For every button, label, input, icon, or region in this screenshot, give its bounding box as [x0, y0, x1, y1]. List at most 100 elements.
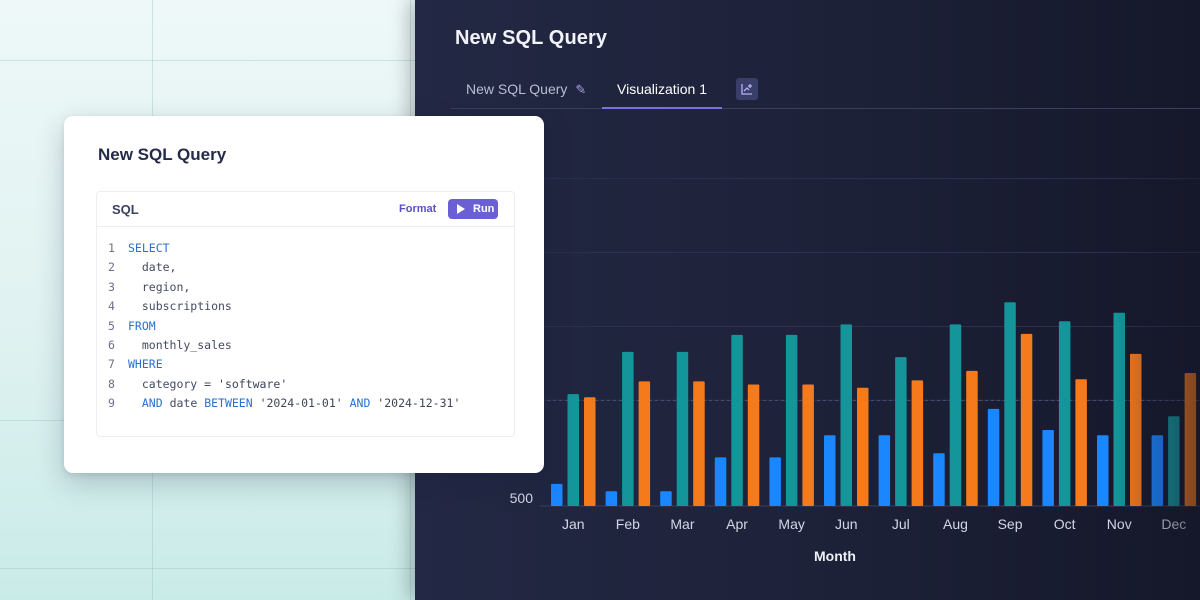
x-tick-label: Jul	[892, 516, 910, 532]
chart-fade-overlay	[1115, 100, 1200, 540]
bar-may-series-3	[802, 384, 814, 506]
y-tick-label: 500	[510, 490, 534, 506]
visualization-panel: JanFebMarAprMayJunJulAugSepOctNovDec500M…	[415, 0, 1200, 600]
bar-may-series-2	[785, 334, 798, 506]
sql-keyword: FROM	[128, 318, 156, 333]
bar-jan-series-2	[567, 394, 579, 506]
line-number: 1	[108, 241, 115, 255]
x-tick-label: Jan	[562, 516, 585, 532]
tab-bar: New SQL Query ✎ Visualization 1	[451, 74, 1200, 109]
bar-jun-series-1	[824, 435, 836, 506]
sql-string: '2024-01-01'	[252, 396, 350, 411]
sql-identifier: subscriptions	[128, 299, 232, 314]
tab-visualization-1[interactable]: Visualization 1	[602, 74, 723, 109]
x-tick-label: Sep	[998, 516, 1023, 532]
pencil-icon[interactable]: ✎	[575, 82, 587, 97]
line-number: 3	[108, 279, 115, 294]
code-text: subscriptions	[128, 297, 232, 316]
bar-may-series-1	[769, 457, 781, 506]
code-line: 4 subscriptions	[97, 297, 514, 316]
code-text: FROM	[128, 317, 156, 336]
sql-keyword: WHERE	[128, 357, 163, 372]
sql-identifier: date,	[128, 260, 177, 275]
sql-editor[interactable]: SQL Format Run 1 SELECT 2 date, 3 region, 4 …	[96, 191, 515, 437]
x-tick-label: Feb	[616, 516, 640, 532]
bar-feb-series-3	[638, 381, 651, 506]
editor-card-title: New SQL Query	[98, 145, 227, 164]
bar-sep-series-1	[987, 408, 1000, 506]
code-text: region,	[128, 278, 190, 297]
sql-identifier: date	[162, 396, 205, 411]
sql-keyword: BETWEEN	[204, 396, 253, 411]
bar-aug-series-2	[949, 324, 962, 506]
bar-feb-series-2	[622, 351, 634, 506]
sql-identifier: region,	[128, 279, 191, 294]
bar-jul-series-3	[911, 380, 924, 506]
code-line: 3 region,	[97, 278, 514, 297]
bar-jun-series-3	[857, 387, 869, 506]
code-line: 2 date,	[97, 258, 514, 277]
code-line: 9 AND date BETWEEN '2024-01-01' AND '202…	[97, 394, 514, 413]
code-line: 7 WHERE	[97, 355, 514, 374]
bar-jan-series-1	[551, 483, 563, 506]
bar-jul-series-2	[895, 357, 907, 506]
code-line: 1 SELECT	[97, 239, 514, 258]
code-area[interactable]: 1 SELECT 2 date, 3 region, 4 subscriptions 5 F…	[97, 239, 514, 414]
code-text: WHERE	[128, 355, 163, 374]
add-visualization-icon[interactable]	[736, 78, 758, 100]
bar-oct-series-1	[1042, 429, 1054, 506]
line-number: 9	[108, 396, 115, 411]
x-tick-label: Apr	[726, 516, 748, 532]
code-text: AND date BETWEEN '2024-01-01' AND '2024-…	[128, 394, 461, 413]
code-line: 6 monthly_sales	[97, 336, 514, 355]
x-tick-label: Jun	[835, 516, 858, 532]
format-button[interactable]: Format	[399, 203, 437, 215]
x-tick-label: Mar	[670, 516, 694, 532]
bar-mar-series-2	[676, 351, 689, 506]
sql-identifier: category =	[128, 376, 219, 391]
bar-mar-series-3	[693, 381, 705, 506]
line-number: 2	[108, 260, 115, 275]
bar-apr-series-3	[747, 384, 760, 506]
code-line: 5 FROM	[97, 317, 514, 336]
bar-aug-series-1	[933, 453, 945, 506]
line-number: 5	[108, 318, 115, 333]
code-text: SELECT	[128, 239, 170, 258]
code-text: category = 'software'	[128, 375, 287, 394]
bar-apr-series-2	[731, 334, 743, 506]
bar-nov-series-1	[1097, 435, 1109, 506]
sql-string: 'software'	[218, 376, 288, 391]
bar-mar-series-1	[660, 491, 672, 506]
x-tick-label: May	[778, 516, 804, 532]
bar-sep-series-2	[1004, 302, 1016, 506]
line-number: 7	[108, 357, 115, 372]
play-icon	[457, 204, 465, 214]
code-line: 8 category = 'software'	[97, 375, 514, 394]
x-axis-title: Month	[814, 548, 856, 564]
run-button[interactable]: Run	[448, 199, 498, 219]
tab-new-sql-query[interactable]: New SQL Query ✎	[466, 74, 586, 107]
query-title: New SQL Query	[455, 27, 608, 49]
bar-feb-series-1	[605, 491, 618, 506]
bar-chart: JanFebMarAprMayJunJulAugSepOctNovDec500M…	[510, 100, 1200, 564]
sql-identifier: monthly_sales	[128, 337, 232, 352]
bar-jul-series-1	[878, 435, 891, 506]
sql-string: '2024-12-31'	[370, 396, 461, 411]
bar-sep-series-3	[1020, 333, 1033, 506]
sql-keyword: AND	[349, 396, 371, 411]
line-number: 8	[108, 376, 115, 391]
sql-identifier	[128, 396, 142, 410]
bar-jun-series-2	[840, 324, 852, 506]
editor-toolbar: SQL Format Run	[97, 192, 514, 227]
bar-oct-series-2	[1058, 321, 1071, 506]
code-text: date,	[128, 258, 177, 277]
sql-keyword: SELECT	[128, 241, 170, 255]
tab-label: New SQL Query	[466, 81, 568, 97]
run-label: Run	[473, 203, 495, 215]
sql-keyword: AND	[141, 396, 163, 411]
line-number: 4	[108, 299, 115, 314]
x-tick-label: Oct	[1054, 516, 1076, 532]
code-text: monthly_sales	[128, 336, 232, 355]
bar-apr-series-1	[714, 457, 727, 506]
language-label: SQL	[112, 202, 139, 217]
